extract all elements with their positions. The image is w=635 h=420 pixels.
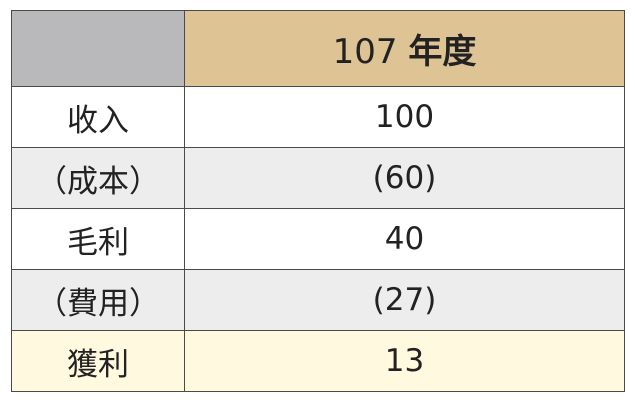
row-value: (27): [184, 269, 625, 331]
table-row-gross-profit: 毛利 40: [11, 208, 625, 270]
income-statement-table: 107 年度 收入 100 （成本） (60) 毛利 40 （費用） (27): [11, 10, 625, 392]
row-value: 100: [184, 86, 625, 148]
table-row-profit: 獲利 13: [11, 330, 625, 392]
header-year-cell: 107 年度: [184, 10, 625, 87]
row-value: 13: [184, 330, 625, 392]
header-year-suffix: 年度: [408, 32, 477, 72]
row-label: （成本）: [11, 147, 185, 209]
header-year-number: 107: [332, 32, 398, 72]
table-row-expenses: （費用） (27): [11, 269, 625, 331]
row-label: （費用）: [11, 269, 185, 331]
header-corner-cell: [11, 10, 185, 87]
row-label: 毛利: [11, 208, 185, 270]
row-value: (60): [184, 147, 625, 209]
table-row-revenue: 收入 100: [11, 86, 625, 148]
row-label: 獲利: [11, 330, 185, 392]
table-header-row: 107 年度: [11, 10, 625, 87]
row-label: 收入: [11, 86, 185, 148]
row-value: 40: [184, 208, 625, 270]
table-row-cost: （成本） (60): [11, 147, 625, 209]
